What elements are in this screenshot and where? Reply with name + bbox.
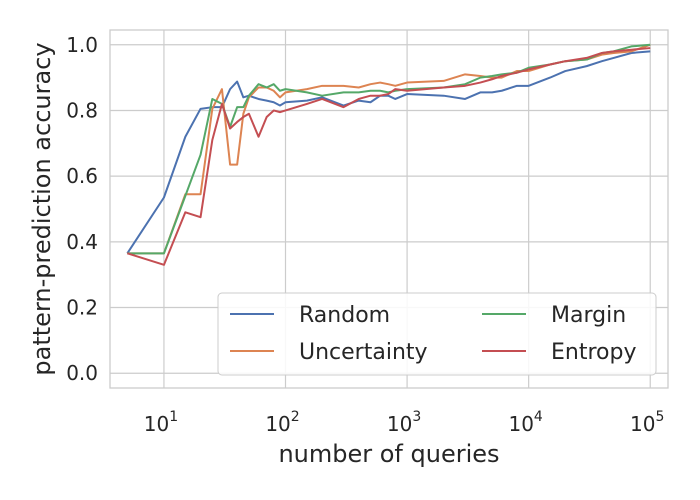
y-tick-labels: 0.0 0.2 0.4 0.6 0.8 1.0 bbox=[66, 33, 98, 385]
x-tick-base: 10 bbox=[144, 412, 169, 436]
x-tick-label: 103 bbox=[387, 409, 421, 436]
x-tick-label: 104 bbox=[508, 409, 542, 436]
x-axis-label: number of queries bbox=[278, 440, 499, 468]
x-tick-exponent: 5 bbox=[656, 409, 665, 425]
y-tick-label: 0.2 bbox=[66, 296, 98, 320]
x-tick-exponent: 4 bbox=[534, 409, 543, 425]
legend: Random Uncertainty Margin Entropy bbox=[217, 292, 657, 376]
legend-label-random: Random bbox=[299, 303, 390, 328]
x-tick-labels: 101 102 103 104 105 bbox=[144, 409, 665, 436]
y-tick-label: 0.4 bbox=[66, 230, 98, 254]
legend-label-margin: Margin bbox=[551, 303, 626, 328]
x-tick-label: 102 bbox=[265, 409, 299, 436]
x-tick-exponent: 2 bbox=[291, 409, 300, 425]
x-tick-label: 105 bbox=[630, 409, 664, 436]
legend-box bbox=[217, 292, 657, 376]
series-line-entropy bbox=[127, 47, 651, 266]
y-tick-label: 0.6 bbox=[66, 164, 98, 188]
series-line-random bbox=[126, 50, 651, 254]
x-tick-base: 10 bbox=[630, 412, 655, 436]
legend-label-uncertainty: Uncertainty bbox=[299, 340, 428, 365]
y-tick-label: 0.8 bbox=[66, 98, 98, 122]
y-tick-label: 1.0 bbox=[66, 33, 98, 57]
x-tick-base: 10 bbox=[265, 412, 290, 436]
x-tick-base: 10 bbox=[387, 412, 412, 436]
x-tick-label: 101 bbox=[144, 409, 178, 436]
series-layer bbox=[126, 43, 651, 266]
x-tick-exponent: 3 bbox=[412, 409, 421, 425]
x-tick-base: 10 bbox=[508, 412, 533, 436]
y-tick-label: 0.0 bbox=[66, 361, 98, 385]
x-tick-exponent: 1 bbox=[169, 409, 178, 425]
legend-label-entropy: Entropy bbox=[551, 340, 636, 365]
y-axis-label: pattern-prediction accuracy bbox=[28, 42, 56, 375]
plot-area-frame bbox=[109, 29, 669, 389]
